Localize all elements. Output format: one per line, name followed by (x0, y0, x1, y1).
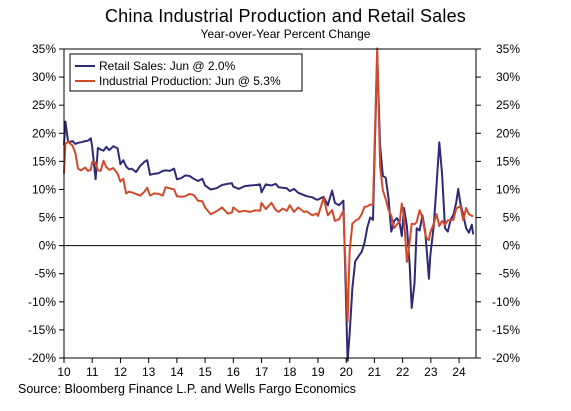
y-tick-label-left: 25% (32, 98, 56, 112)
x-tick-label: 22 (396, 365, 410, 379)
x-tick-label: 11 (86, 365, 99, 379)
legend-label-retail-sales: Retail Sales: Jun @ 2.0% (99, 59, 236, 73)
source-note: Source: Bloomberg Finance L.P. and Wells… (18, 382, 356, 396)
series-line-industrial-production (63, 47, 474, 323)
legend-box (69, 53, 303, 92)
y-tick-label-right: 15% (496, 154, 520, 168)
y-tick-label-right: 20% (496, 126, 520, 140)
y-tick-label-left: 20% (32, 126, 56, 140)
x-tick-label: 20 (340, 365, 354, 379)
y-tick-label-left: 10% (32, 182, 56, 196)
chart-title: China Industrial Production and Retail S… (104, 6, 466, 26)
y-tick-label-left: -5% (35, 267, 57, 281)
y-tick-label-right: -10% (492, 295, 520, 309)
y-tick-label-right: 10% (496, 182, 520, 196)
x-tick-label: 12 (114, 365, 128, 379)
y-tick-label-right: -20% (492, 351, 520, 365)
y-tick-label-left: -15% (28, 323, 56, 337)
y-tick-label-right: -15% (492, 323, 520, 337)
x-tick-label: 13 (142, 365, 156, 379)
y-tick-label-left: -10% (28, 295, 56, 309)
y-tick-label-right: 5% (503, 211, 521, 225)
x-tick-label: 24 (452, 365, 466, 379)
y-tick-label-right: -5% (499, 267, 521, 281)
y-tick-label-left: 30% (32, 70, 56, 84)
x-tick-label: 15 (198, 365, 212, 379)
x-tick-label: 19 (311, 365, 325, 379)
y-tick-label-right: 0% (503, 239, 521, 253)
x-tick-label: 17 (255, 365, 269, 379)
x-tick-label: 10 (57, 365, 71, 379)
x-tick-label: 18 (283, 365, 297, 379)
y-tick-label-left: 5% (39, 211, 57, 225)
chart-subtitle: Year-over-Year Percent Change (200, 27, 371, 41)
series-line-retail-sales (63, 52, 475, 362)
x-tick-label: 21 (368, 365, 382, 379)
x-tick-label: 14 (170, 365, 184, 379)
y-tick-label-right: 25% (496, 98, 520, 112)
legend-label-industrial-production: Industrial Production: Jun @ 5.3% (99, 74, 281, 88)
plot-frame (63, 48, 477, 359)
y-tick-label-left: 0% (39, 239, 57, 253)
x-tick-label: 16 (227, 365, 241, 379)
y-tick-label-right: 35% (496, 42, 520, 56)
y-tick-label-left: 15% (32, 154, 56, 168)
x-tick-label: 23 (424, 365, 438, 379)
y-tick-label-right: 30% (496, 70, 520, 84)
y-tick-label-left: -20% (28, 351, 56, 365)
y-tick-label-left: 35% (32, 42, 56, 56)
